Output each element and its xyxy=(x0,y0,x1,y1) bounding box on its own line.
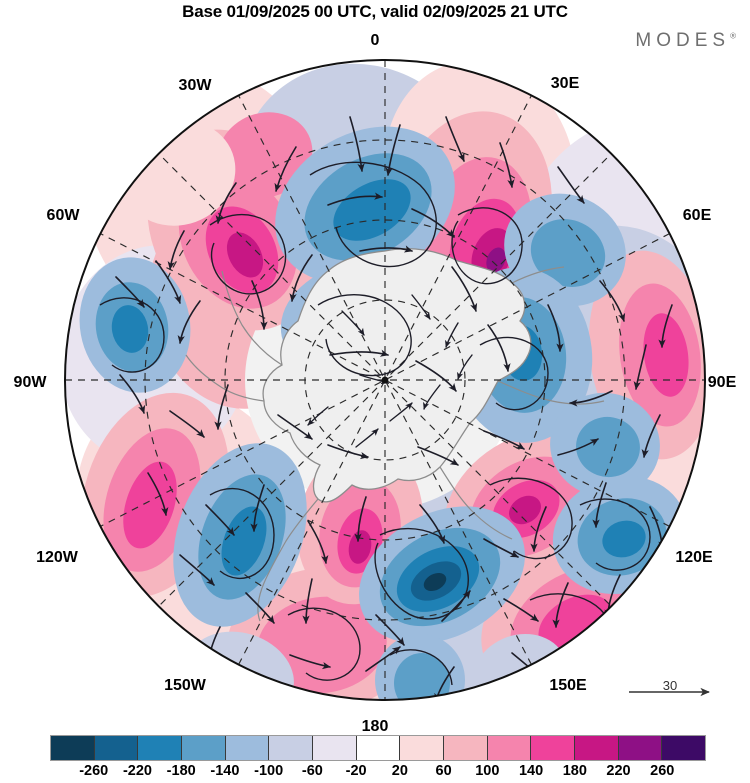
colorbar-swatch xyxy=(575,736,619,760)
colorbar-tick-label: -180 xyxy=(166,763,196,779)
longitude-label-120e: 120E xyxy=(675,549,713,566)
longitude-label-0: 0 xyxy=(370,32,380,49)
colorbar-swatch xyxy=(225,736,270,760)
longitude-label-90e: 90E xyxy=(707,374,737,391)
colorbar-swatch xyxy=(531,736,576,760)
colorbar-swatch xyxy=(94,736,139,760)
colorbar-tick-label: 100 xyxy=(475,763,500,779)
colorbar-swatch xyxy=(269,736,314,760)
colorbar-tick-label: 180 xyxy=(562,763,587,779)
pole-marker xyxy=(381,376,389,384)
vector-scale-label: 30 xyxy=(662,678,678,693)
colorbar-tick-label: 20 xyxy=(391,763,408,779)
longitude-label-150e: 150E xyxy=(549,677,587,694)
colorbar-tick-label: -220 xyxy=(122,763,152,779)
longitude-label-60e: 60E xyxy=(682,207,712,224)
colorbar-swatch xyxy=(400,736,445,760)
longitude-label-150w: 150W xyxy=(164,677,206,694)
longitude-label-120w: 120W xyxy=(36,549,78,566)
colorbar-swatch xyxy=(51,736,95,760)
flow-contours xyxy=(99,161,651,686)
longitude-label-30w: 30W xyxy=(178,77,212,94)
colorbar-tick-label: 260 xyxy=(650,763,675,779)
modes-logo-text: MODES xyxy=(635,30,731,51)
longitude-label-60w: 60W xyxy=(46,207,80,224)
polar-map xyxy=(60,55,710,705)
colorbar-swatch xyxy=(487,736,532,760)
longitude-label-90w: 90W xyxy=(13,374,47,391)
colorbar-tick-label: -20 xyxy=(345,763,367,779)
longitude-label-180: 180 xyxy=(361,718,389,735)
colorbar-tick-label: -140 xyxy=(210,763,240,779)
longitude-label-30e: 30E xyxy=(550,75,580,92)
polar-map-svg xyxy=(64,59,706,701)
page-title: Base 01/09/2025 00 UTC, valid 02/09/2025… xyxy=(182,2,568,21)
colorbar-swatch xyxy=(618,736,663,760)
modes-logo: MODES® xyxy=(635,30,736,52)
colorbar-swatch xyxy=(138,736,183,760)
colorbar-tick-label: -100 xyxy=(254,763,284,779)
colorbar-tick-label: -60 xyxy=(301,763,323,779)
vector-scale: 30 xyxy=(627,678,737,714)
colorbar-swatches xyxy=(50,735,706,761)
globe-boundary xyxy=(64,59,706,701)
colorbar-tick-label: 220 xyxy=(606,763,631,779)
wind-vectors-interior xyxy=(307,294,473,448)
colorbar-swatch xyxy=(313,736,357,760)
colorbar-ticks: -260 -220 -180 -140 -100 -60 -20 20 60 100 140 180 2… xyxy=(50,761,706,781)
colorbar-tick-label: 140 xyxy=(518,763,544,779)
colorbar-tick-label: -260 xyxy=(79,763,109,779)
colorbar-swatch xyxy=(182,736,226,760)
colorbar-swatch xyxy=(444,736,488,760)
registered-mark: ® xyxy=(730,31,736,41)
colorbar-swatch xyxy=(662,736,706,760)
colorbar-tick-label: 60 xyxy=(435,763,452,779)
vector-scale-arrow-icon xyxy=(629,687,710,697)
colorbar-swatch xyxy=(356,736,401,760)
colorbar: -260 -220 -180 -140 -100 -60 -20 20 60 100 140 180 2… xyxy=(50,735,706,781)
